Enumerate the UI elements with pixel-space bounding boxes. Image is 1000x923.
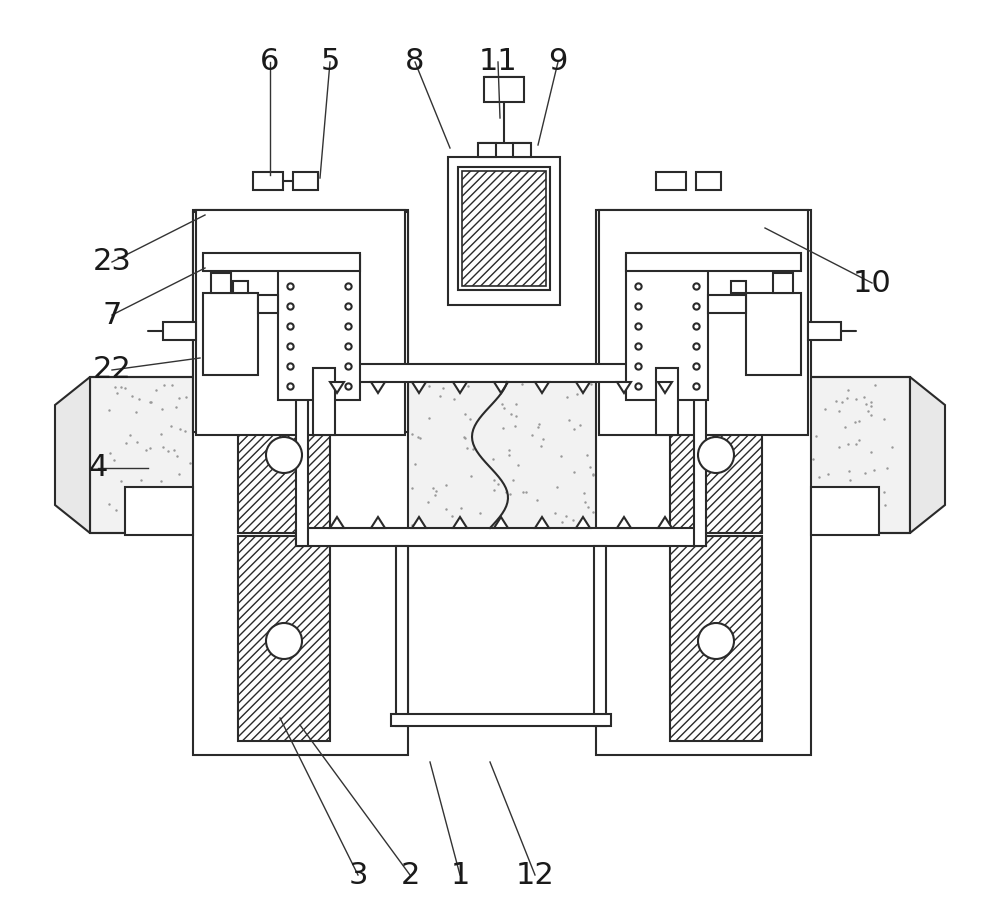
Text: 8: 8 <box>405 47 425 77</box>
Bar <box>808 322 841 340</box>
Bar <box>253 172 283 190</box>
Bar <box>656 172 686 190</box>
Bar <box>746 293 801 375</box>
Bar <box>313 368 335 435</box>
Text: 1: 1 <box>450 860 470 890</box>
Text: 23: 23 <box>93 247 131 277</box>
Polygon shape <box>453 382 467 393</box>
Polygon shape <box>535 382 549 393</box>
Circle shape <box>266 437 302 473</box>
Bar <box>193 210 408 755</box>
Bar <box>596 210 811 755</box>
Polygon shape <box>658 382 672 393</box>
Bar <box>196 210 405 435</box>
Text: 10: 10 <box>853 269 891 297</box>
Polygon shape <box>330 517 344 528</box>
Bar <box>278 255 360 400</box>
Polygon shape <box>412 382 426 393</box>
Bar <box>448 157 560 305</box>
Text: 11: 11 <box>479 47 517 77</box>
Circle shape <box>698 437 734 473</box>
Text: 12: 12 <box>516 860 554 890</box>
Polygon shape <box>658 517 672 528</box>
Polygon shape <box>494 517 508 528</box>
Bar <box>293 172 318 190</box>
Text: 5: 5 <box>320 47 340 77</box>
Bar <box>694 364 706 546</box>
Bar <box>626 253 801 271</box>
Text: 4: 4 <box>88 453 108 483</box>
Text: 3: 3 <box>348 860 368 890</box>
Bar <box>811 487 879 535</box>
Bar <box>296 528 706 546</box>
Text: 7: 7 <box>102 301 122 330</box>
Text: 22: 22 <box>93 355 131 385</box>
Polygon shape <box>494 382 508 393</box>
Polygon shape <box>910 377 945 533</box>
Polygon shape <box>330 382 344 393</box>
Bar <box>258 295 278 313</box>
Bar <box>458 167 550 290</box>
Bar <box>656 368 678 435</box>
Bar <box>211 273 231 293</box>
Bar <box>484 77 524 102</box>
Text: 9: 9 <box>548 47 568 77</box>
Polygon shape <box>412 517 426 528</box>
Bar <box>203 293 258 375</box>
Polygon shape <box>535 517 549 528</box>
Polygon shape <box>55 377 90 533</box>
Text: 2: 2 <box>400 860 420 890</box>
Bar <box>163 322 196 340</box>
Bar <box>773 273 793 293</box>
Bar <box>513 143 531 157</box>
Bar <box>696 172 721 190</box>
Bar <box>125 487 193 535</box>
Polygon shape <box>576 382 590 393</box>
Bar <box>238 536 330 741</box>
Bar <box>594 546 606 726</box>
Bar <box>626 255 708 400</box>
Bar <box>599 210 808 435</box>
Bar <box>731 281 746 293</box>
Text: 6: 6 <box>260 47 280 77</box>
Polygon shape <box>371 517 385 528</box>
Bar <box>708 295 746 313</box>
Bar <box>90 377 910 533</box>
Polygon shape <box>371 382 385 393</box>
Bar <box>193 212 408 432</box>
Bar <box>670 368 762 533</box>
Bar <box>478 143 496 157</box>
Polygon shape <box>453 517 467 528</box>
Bar <box>203 253 360 271</box>
Bar <box>396 546 408 726</box>
Polygon shape <box>617 382 631 393</box>
Bar <box>296 364 308 546</box>
Polygon shape <box>576 517 590 528</box>
Bar <box>391 714 611 726</box>
Polygon shape <box>617 517 631 528</box>
Circle shape <box>698 623 734 659</box>
Circle shape <box>266 623 302 659</box>
Bar <box>296 364 706 382</box>
Bar <box>670 536 762 741</box>
Bar <box>462 171 546 286</box>
Bar <box>238 368 330 533</box>
Bar <box>233 281 248 293</box>
